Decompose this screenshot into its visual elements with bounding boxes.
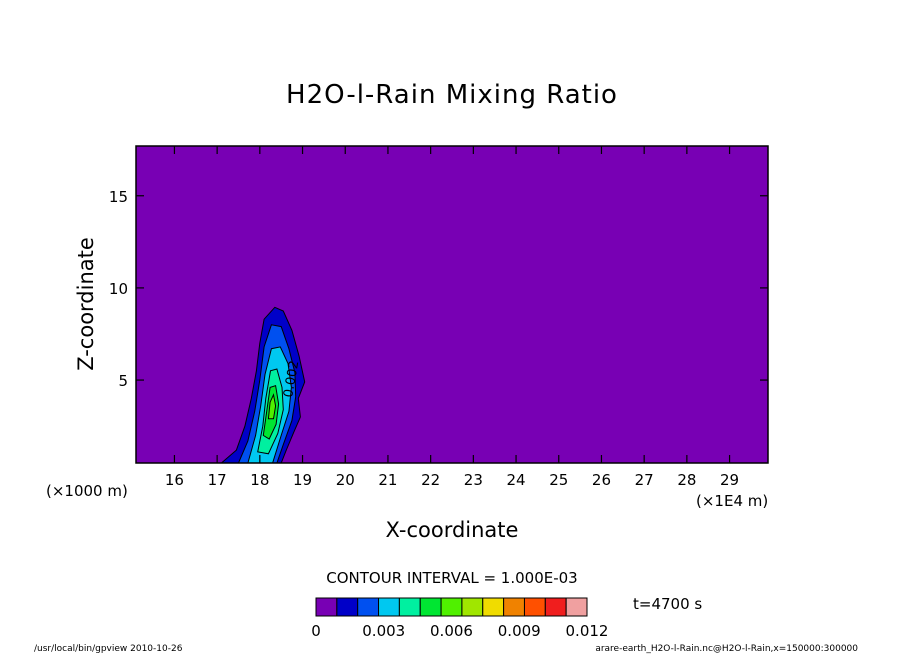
plot-background xyxy=(136,146,768,463)
colorbar-tick-label: 0.012 xyxy=(566,622,609,640)
x-multiplier-label: (×1E4 m) xyxy=(696,492,768,510)
contour-region-5 xyxy=(267,393,277,420)
x-tick-label: 17 xyxy=(208,471,227,489)
colorbar xyxy=(315,597,588,617)
colorbar-tick-label: 0.003 xyxy=(362,622,405,640)
time-label: t=4700 s xyxy=(633,595,702,613)
colorbar-tick-label: 0 xyxy=(311,622,321,640)
colorbar-swatch-5 xyxy=(419,597,442,617)
y-tick-label: 5 xyxy=(118,372,128,390)
colorbar-swatch-8 xyxy=(482,597,505,617)
x-tick-label: 22 xyxy=(421,471,440,489)
footer-left: /usr/local/bin/gpview 2010-10-26 xyxy=(34,644,183,654)
colorbar-swatch-12 xyxy=(565,597,588,617)
colorbar-swatch-2 xyxy=(357,597,380,617)
y-ticks: 5 10 15 xyxy=(109,188,768,390)
x-tick-label: 26 xyxy=(592,471,611,489)
colorbar-swatch-1 xyxy=(336,597,359,617)
colorbar-swatch-0 xyxy=(315,597,338,617)
x-tick-label: 20 xyxy=(336,471,355,489)
x-axis-label: X-coordinate xyxy=(386,518,519,542)
colorbar-tick-labels: 0 0.003 0.006 0.009 0.012 xyxy=(311,622,608,640)
colorbar-swatch-7 xyxy=(461,597,484,617)
x-tick-label: 23 xyxy=(464,471,483,489)
colorbar-swatch-3 xyxy=(378,597,400,617)
colorbar-swatch-10 xyxy=(523,597,546,617)
x-unit-label: (×1000 m) xyxy=(46,482,128,500)
x-tick-label: 16 xyxy=(165,471,184,489)
x-tick-label: 27 xyxy=(635,471,654,489)
y-tick-label: 15 xyxy=(109,188,128,206)
colorbar-swatch-6 xyxy=(440,597,463,617)
x-tick-label: 18 xyxy=(250,471,269,489)
y-axis-label: Z-coordinate xyxy=(74,237,98,371)
colorbar-swatch-4 xyxy=(398,597,421,617)
x-tick-label: 25 xyxy=(549,471,568,489)
colorbar-swatch-11 xyxy=(544,597,567,617)
chart-title: H2O-l-Rain Mixing Ratio xyxy=(286,80,618,110)
contour-line-label: 0.002 xyxy=(281,359,302,398)
x-tick-label: 19 xyxy=(293,471,312,489)
footer-right: arare-earth_H2O-l-Rain.nc@H2O-l-Rain,x=1… xyxy=(595,644,858,654)
x-tick-label: 28 xyxy=(677,471,696,489)
colorbar-tick-label: 0.009 xyxy=(498,622,541,640)
contour-regions xyxy=(220,306,306,463)
colorbar-swatch-9 xyxy=(503,597,525,617)
colorbar-tick-label: 0.006 xyxy=(430,622,473,640)
contour-interval-label: CONTOUR INTERVAL = 1.000E-03 xyxy=(326,569,577,587)
y-tick-label: 10 xyxy=(109,280,128,298)
x-ticks: 16 17 18 19 20 21 22 23 24 25 26 27 28 29 xyxy=(165,146,739,489)
x-tick-label: 21 xyxy=(378,471,397,489)
plot-frame xyxy=(135,145,769,464)
x-tick-label: 24 xyxy=(507,471,526,489)
x-tick-label: 29 xyxy=(720,471,739,489)
